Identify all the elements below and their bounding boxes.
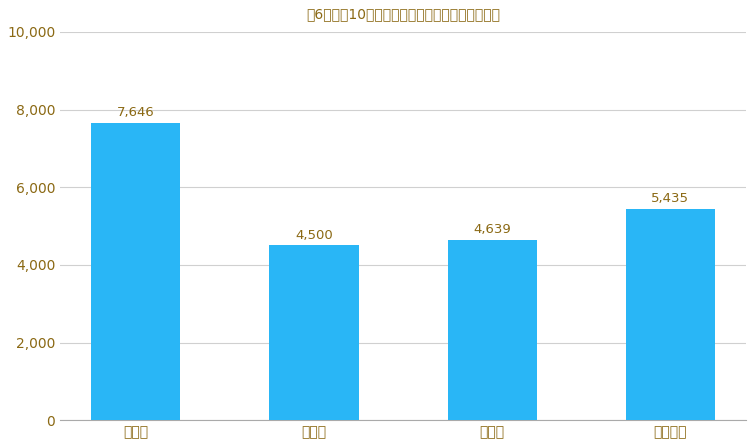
Text: 4,500: 4,500	[295, 228, 333, 242]
Bar	[91, 123, 180, 420]
Bar	[270, 245, 358, 420]
Text: 4,639: 4,639	[474, 223, 511, 236]
Bar	[447, 240, 537, 420]
Text: 5,435: 5,435	[651, 192, 689, 205]
Bar	[626, 209, 715, 420]
Title: 築6年～築10年のマンションの売却相場（万円）: 築6年～築10年のマンションの売却相場（万円）	[306, 7, 500, 21]
Text: 7,646: 7,646	[117, 106, 154, 120]
